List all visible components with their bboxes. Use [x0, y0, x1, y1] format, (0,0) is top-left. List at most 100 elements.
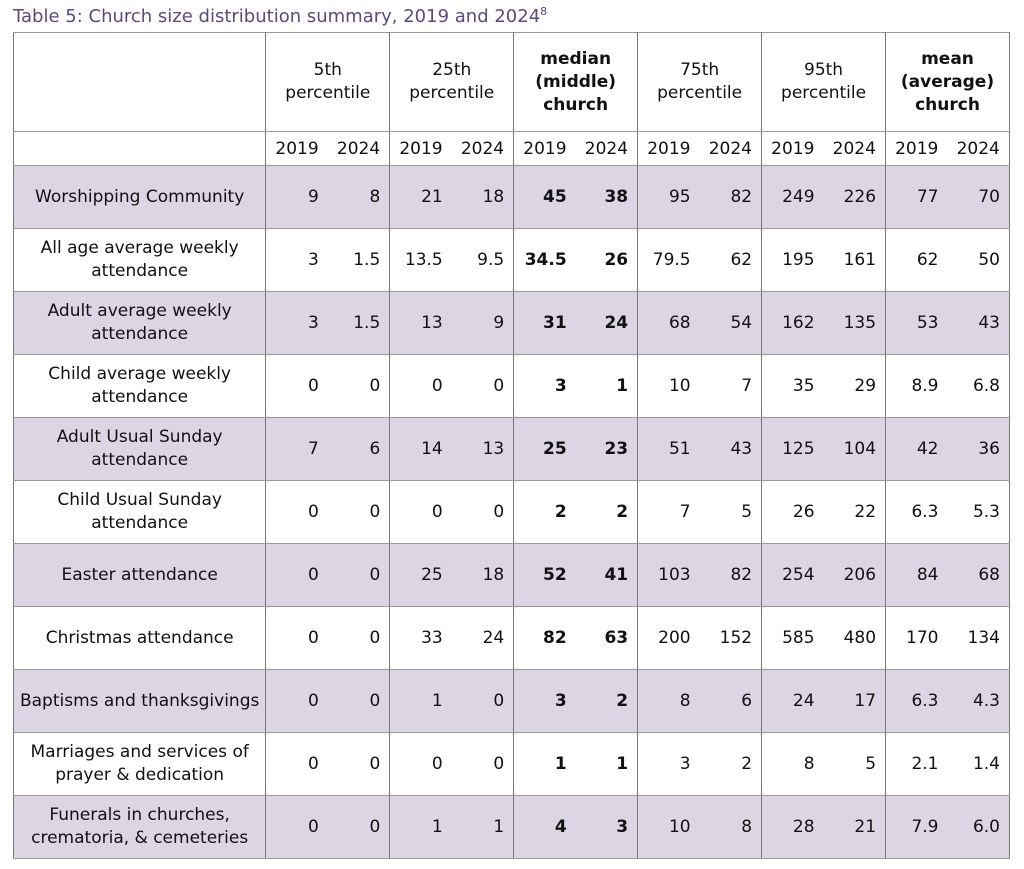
value-cell: 25 — [513, 417, 576, 481]
value-cell: 3 — [265, 228, 328, 292]
value-cell: 21 — [823, 795, 887, 859]
group-header: 95th percentile — [761, 32, 887, 132]
value-cell: 13 — [451, 417, 515, 481]
value-cell: 45 — [513, 165, 576, 229]
value-cell: 4 — [513, 795, 576, 859]
value-cell: 6 — [327, 417, 391, 481]
value-cell: 24 — [451, 606, 515, 670]
value-cell: 10 — [637, 354, 700, 418]
label-line: attendance — [91, 387, 189, 407]
value-cell: 6.8 — [947, 354, 1011, 418]
value-cell: 480 — [823, 606, 887, 670]
year-header: 2019 — [761, 131, 824, 166]
value-cell: 82 — [513, 606, 576, 670]
value-cell: 29 — [823, 354, 887, 418]
value-cell: 0 — [327, 732, 391, 796]
value-cell: 18 — [451, 543, 515, 607]
value-cell: 26 — [761, 480, 824, 544]
year-header: 2019 — [265, 131, 328, 166]
row-label: Christmas attendance — [12, 606, 267, 670]
value-cell: 8 — [699, 795, 763, 859]
value-cell: 13 — [389, 291, 452, 355]
value-cell: 3 — [513, 354, 576, 418]
year-header: 2024 — [699, 131, 763, 166]
value-cell: 18 — [451, 165, 515, 229]
value-cell: 95 — [637, 165, 700, 229]
value-cell: 0 — [389, 480, 452, 544]
value-cell: 50 — [947, 228, 1011, 292]
header-line: church — [915, 94, 980, 115]
label-line: Adult Usual Sunday — [56, 427, 223, 447]
value-cell: 36 — [947, 417, 1011, 481]
group-header: 5th percentile — [265, 32, 391, 132]
value-cell: 7 — [265, 417, 328, 481]
row-label: Marriages and services of prayer & dedica… — [12, 732, 267, 796]
value-cell: 1 — [389, 795, 452, 859]
value-cell: 51 — [637, 417, 700, 481]
value-cell: 6.3 — [885, 480, 948, 544]
value-cell: 0 — [327, 543, 391, 607]
value-cell: 34.5 — [513, 228, 576, 292]
value-cell: 0 — [265, 795, 328, 859]
label-line: attendance — [91, 261, 189, 281]
value-cell: 2.1 — [885, 732, 948, 796]
data-row: Christmas attendance 0 0 33 24 82 63 200 152 585 4… — [12, 606, 1011, 670]
value-cell: 3 — [265, 291, 328, 355]
value-cell: 195 — [761, 228, 824, 292]
value-cell: 17 — [823, 669, 887, 733]
value-cell: 1.5 — [327, 228, 391, 292]
value-cell: 162 — [761, 291, 824, 355]
header-line: (middle) — [535, 71, 617, 92]
group-header: mean (average) church — [885, 32, 1010, 132]
group-header: 25th percentile — [389, 32, 515, 132]
value-cell: 0 — [451, 480, 515, 544]
value-cell: 1 — [575, 732, 639, 796]
value-cell: 54 — [699, 291, 763, 355]
value-cell: 3 — [513, 669, 576, 733]
value-cell: 6.0 — [947, 795, 1011, 859]
data-row: Easter attendance 0 0 25 18 52 41 103 82 254 206 84… — [12, 543, 1011, 607]
row-label: Easter attendance — [12, 543, 267, 607]
value-cell: 41 — [575, 543, 639, 607]
data-row: Worshipping Community 9 8 21 18 45 38 95 82 249 22… — [12, 165, 1011, 229]
value-cell: 10 — [637, 795, 700, 859]
data-row: Marriages and services of prayer & dedica… — [12, 732, 1011, 796]
value-cell: 3 — [575, 795, 639, 859]
table-title: Table 5: Church size distribution summar… — [13, 5, 547, 27]
header-line: 5th — [313, 60, 342, 80]
value-cell: 200 — [637, 606, 700, 670]
value-cell: 249 — [761, 165, 824, 229]
value-cell: 9 — [265, 165, 328, 229]
value-cell: 0 — [265, 606, 328, 670]
header-line: 25th — [432, 60, 472, 80]
value-cell: 2 — [575, 480, 639, 544]
label-line: attendance — [91, 450, 189, 470]
label-line: attendance — [91, 513, 189, 533]
group-header: 75th percentile — [637, 32, 763, 132]
value-cell: 62 — [699, 228, 763, 292]
value-cell: 7.9 — [885, 795, 948, 859]
value-cell: 63 — [575, 606, 639, 670]
value-cell: 9 — [451, 291, 515, 355]
header-line: 95th — [804, 60, 844, 80]
data-row: Adult Usual Sunday attendance 7 6 14 13 25 23 51… — [12, 417, 1011, 481]
value-cell: 35 — [761, 354, 824, 418]
value-cell: 134 — [947, 606, 1011, 670]
year-header: 2019 — [513, 131, 576, 166]
value-cell: 62 — [885, 228, 948, 292]
value-cell: 84 — [885, 543, 948, 607]
data-row: Baptisms and thanksgivings 0 0 1 0 3 2 8 6 24 17 6.… — [12, 669, 1011, 733]
value-cell: 1 — [451, 795, 515, 859]
value-cell: 0 — [389, 732, 452, 796]
value-cell: 3 — [637, 732, 700, 796]
label-line: Baptisms and thanksgivings — [19, 690, 260, 711]
label-line: Child average weekly — [48, 364, 232, 384]
label-line: Christmas attendance — [45, 627, 234, 648]
value-cell: 5 — [823, 732, 887, 796]
value-cell: 14 — [389, 417, 452, 481]
value-cell: 0 — [451, 354, 515, 418]
year-header: 2024 — [451, 131, 515, 166]
corner-cell — [12, 32, 267, 132]
label-line: All age average weekly — [40, 238, 239, 258]
